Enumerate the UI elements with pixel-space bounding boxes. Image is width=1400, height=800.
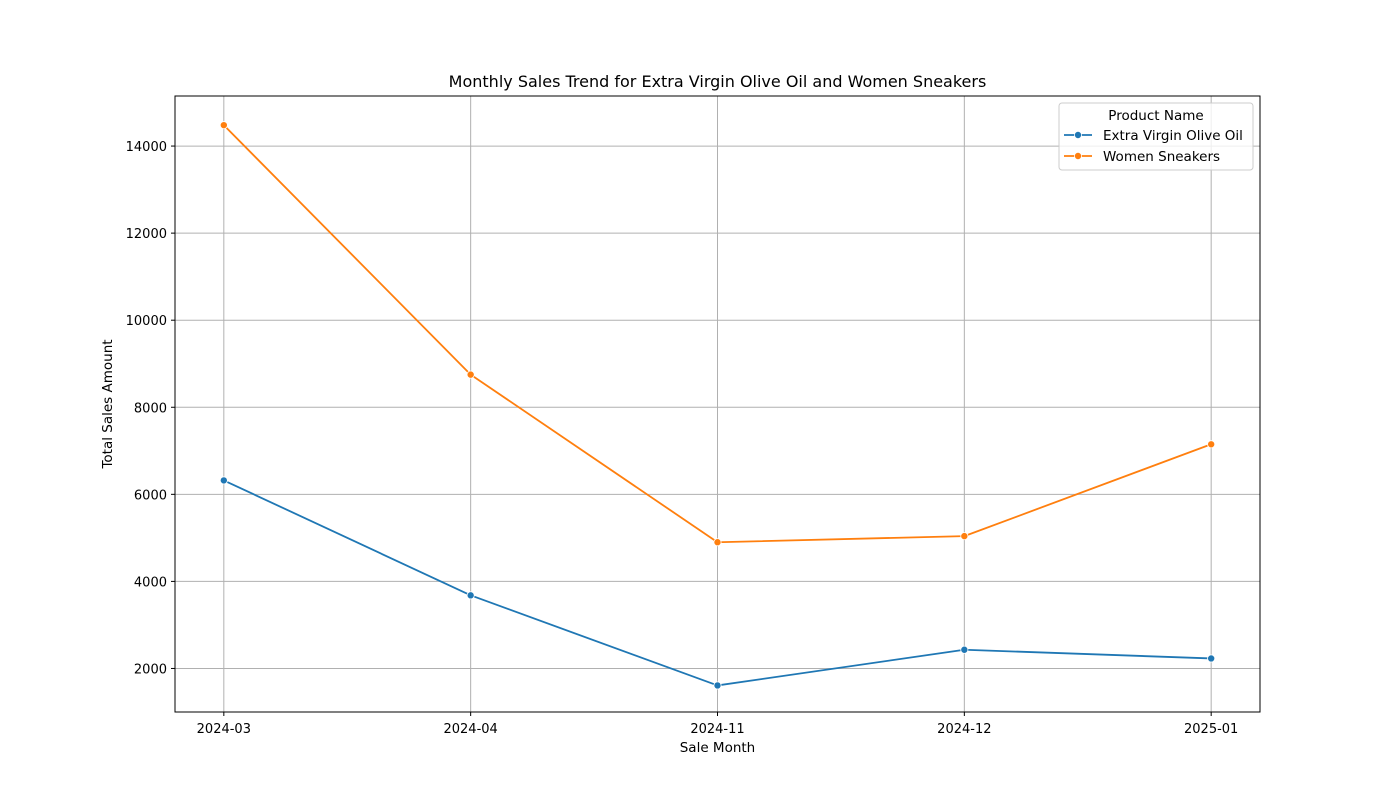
legend-title: Product Name [1108,108,1203,124]
legend-box [1058,102,1254,171]
data-point [219,476,228,485]
chart-title: Monthly Sales Trend for Extra Virgin Oli… [449,72,987,91]
y-tick-label: 8000 [134,401,167,416]
y-tick-label: 10000 [126,314,167,329]
legend-marker [1074,151,1083,160]
y-tick-label: 4000 [134,575,167,590]
x-tick-label: 2024-11 [690,722,744,737]
x-tick-label: 2025-01 [1184,722,1238,737]
y-tick-label: 2000 [134,662,167,677]
legend-entries: Extra Virgin Olive Oil Women Sneakers [1064,128,1243,165]
y-axis-ticks: 2000 4000 6000 8000 10000 12000 14000 [126,140,175,677]
x-tick-label: 2024-12 [937,722,991,737]
data-point [960,532,969,541]
legend-marker [1074,130,1083,139]
data-point [1207,654,1216,663]
y-tick-label: 6000 [134,488,167,503]
data-point [219,121,228,130]
legend: Product Name Extra Virgin Olive Oil Women… [1058,102,1254,171]
y-tick-label: 12000 [126,227,167,242]
data-point [960,645,969,654]
data-point [466,591,475,600]
grid-lines [175,96,1260,712]
y-axis-label: Total Sales Amount [100,339,116,469]
x-axis-label: Sale Month [680,740,756,756]
data-point [713,681,722,690]
series-lines [219,121,1216,690]
x-tick-label: 2024-04 [443,722,497,737]
data-point [466,370,475,379]
data-point [1207,440,1216,449]
legend-entry-label: Women Sneakers [1103,149,1220,165]
y-tick-label: 14000 [126,140,167,155]
legend-entry-label: Extra Virgin Olive Oil [1103,128,1243,144]
x-axis-ticks: 2024-03 2024-04 2024-11 2024-12 2025-01 [197,712,1238,737]
x-tick-label: 2024-03 [197,722,251,737]
data-point [713,538,722,547]
